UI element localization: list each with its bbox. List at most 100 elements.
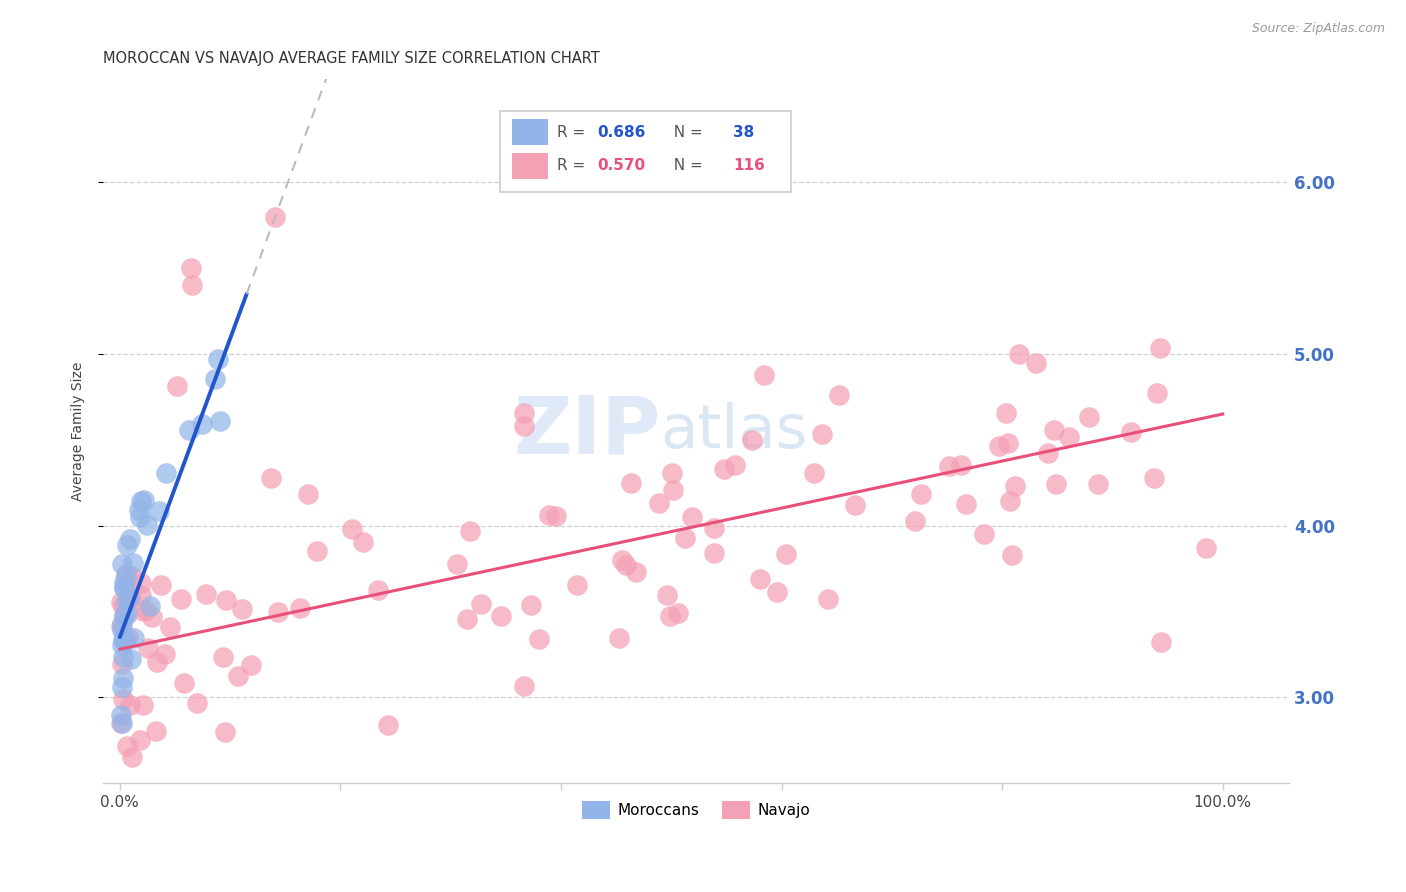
Text: N =: N = (664, 159, 707, 173)
Point (998, 494, 1021, 508)
Point (128, 503, 150, 517)
Point (131, 588, 153, 602)
Point (810, 427, 832, 442)
Point (544, 509, 567, 524)
Point (132, 604, 155, 618)
Point (662, 483, 685, 497)
Point (904, 514, 927, 528)
Point (139, 599, 162, 613)
Point (207, 352, 229, 367)
Point (610, 553, 633, 567)
Point (110, 707, 132, 722)
Point (112, 633, 135, 648)
Point (661, 467, 683, 481)
Point (817, 592, 839, 607)
Point (111, 680, 134, 694)
Point (115, 538, 138, 552)
Point (115, 607, 138, 621)
Text: 38: 38 (733, 125, 754, 140)
Text: R =: R = (557, 125, 591, 140)
Point (703, 521, 725, 535)
Point (111, 671, 134, 685)
Point (136, 641, 159, 656)
Point (949, 458, 972, 472)
Text: 116: 116 (733, 159, 765, 173)
Bar (512, 119, 548, 145)
Point (115, 566, 138, 581)
Point (145, 724, 167, 739)
Text: R =: R = (557, 159, 591, 173)
Point (212, 649, 235, 664)
Point (657, 588, 679, 602)
Point (614, 558, 637, 572)
Point (340, 522, 363, 536)
Point (741, 434, 763, 448)
Point (513, 418, 536, 433)
Point (260, 470, 283, 484)
Point (132, 698, 155, 713)
Point (620, 476, 643, 491)
Point (828, 387, 851, 401)
Point (624, 565, 647, 579)
Text: 0.570: 0.570 (598, 159, 645, 173)
Point (512, 406, 534, 420)
Point (723, 458, 745, 472)
Point (565, 578, 588, 592)
Point (1087, 477, 1109, 491)
Point (470, 597, 492, 611)
Point (145, 655, 167, 669)
Point (1146, 385, 1168, 400)
Point (938, 459, 960, 474)
Point (191, 417, 214, 431)
Point (775, 547, 797, 561)
Point (1057, 430, 1080, 444)
Point (112, 610, 135, 624)
Point (307, 544, 329, 558)
Text: Source: ZipAtlas.com: Source: ZipAtlas.com (1251, 22, 1385, 36)
Point (111, 639, 134, 653)
Point (239, 657, 262, 672)
Point (844, 498, 866, 512)
Point (179, 423, 201, 437)
Point (122, 556, 145, 570)
Point (195, 587, 218, 601)
Point (110, 716, 132, 731)
Point (173, 676, 195, 690)
Text: 0.686: 0.686 (598, 125, 647, 140)
Point (110, 616, 132, 631)
Point (111, 657, 134, 672)
Point (135, 603, 157, 617)
Point (129, 575, 152, 590)
Point (215, 593, 238, 607)
Point (153, 648, 176, 662)
Point (973, 527, 995, 541)
Point (122, 631, 145, 645)
Point (110, 618, 132, 632)
Point (681, 509, 703, 524)
Point (117, 631, 139, 645)
Point (112, 607, 135, 622)
Point (367, 582, 389, 597)
Point (155, 466, 177, 480)
Point (226, 669, 249, 683)
Point (288, 601, 311, 615)
Point (111, 716, 134, 731)
Point (489, 608, 512, 623)
Point (994, 406, 1017, 420)
Point (513, 679, 536, 693)
Point (910, 487, 932, 501)
Point (111, 623, 134, 637)
Point (111, 649, 134, 664)
Point (117, 739, 139, 754)
Point (352, 535, 374, 549)
Point (111, 599, 134, 613)
Y-axis label: Average Family Size: Average Family Size (72, 361, 86, 501)
Point (456, 612, 478, 626)
Point (110, 595, 132, 609)
FancyBboxPatch shape (501, 111, 792, 192)
Point (446, 557, 468, 571)
Point (752, 368, 775, 382)
Point (537, 508, 560, 522)
Point (180, 261, 202, 276)
Point (297, 487, 319, 501)
